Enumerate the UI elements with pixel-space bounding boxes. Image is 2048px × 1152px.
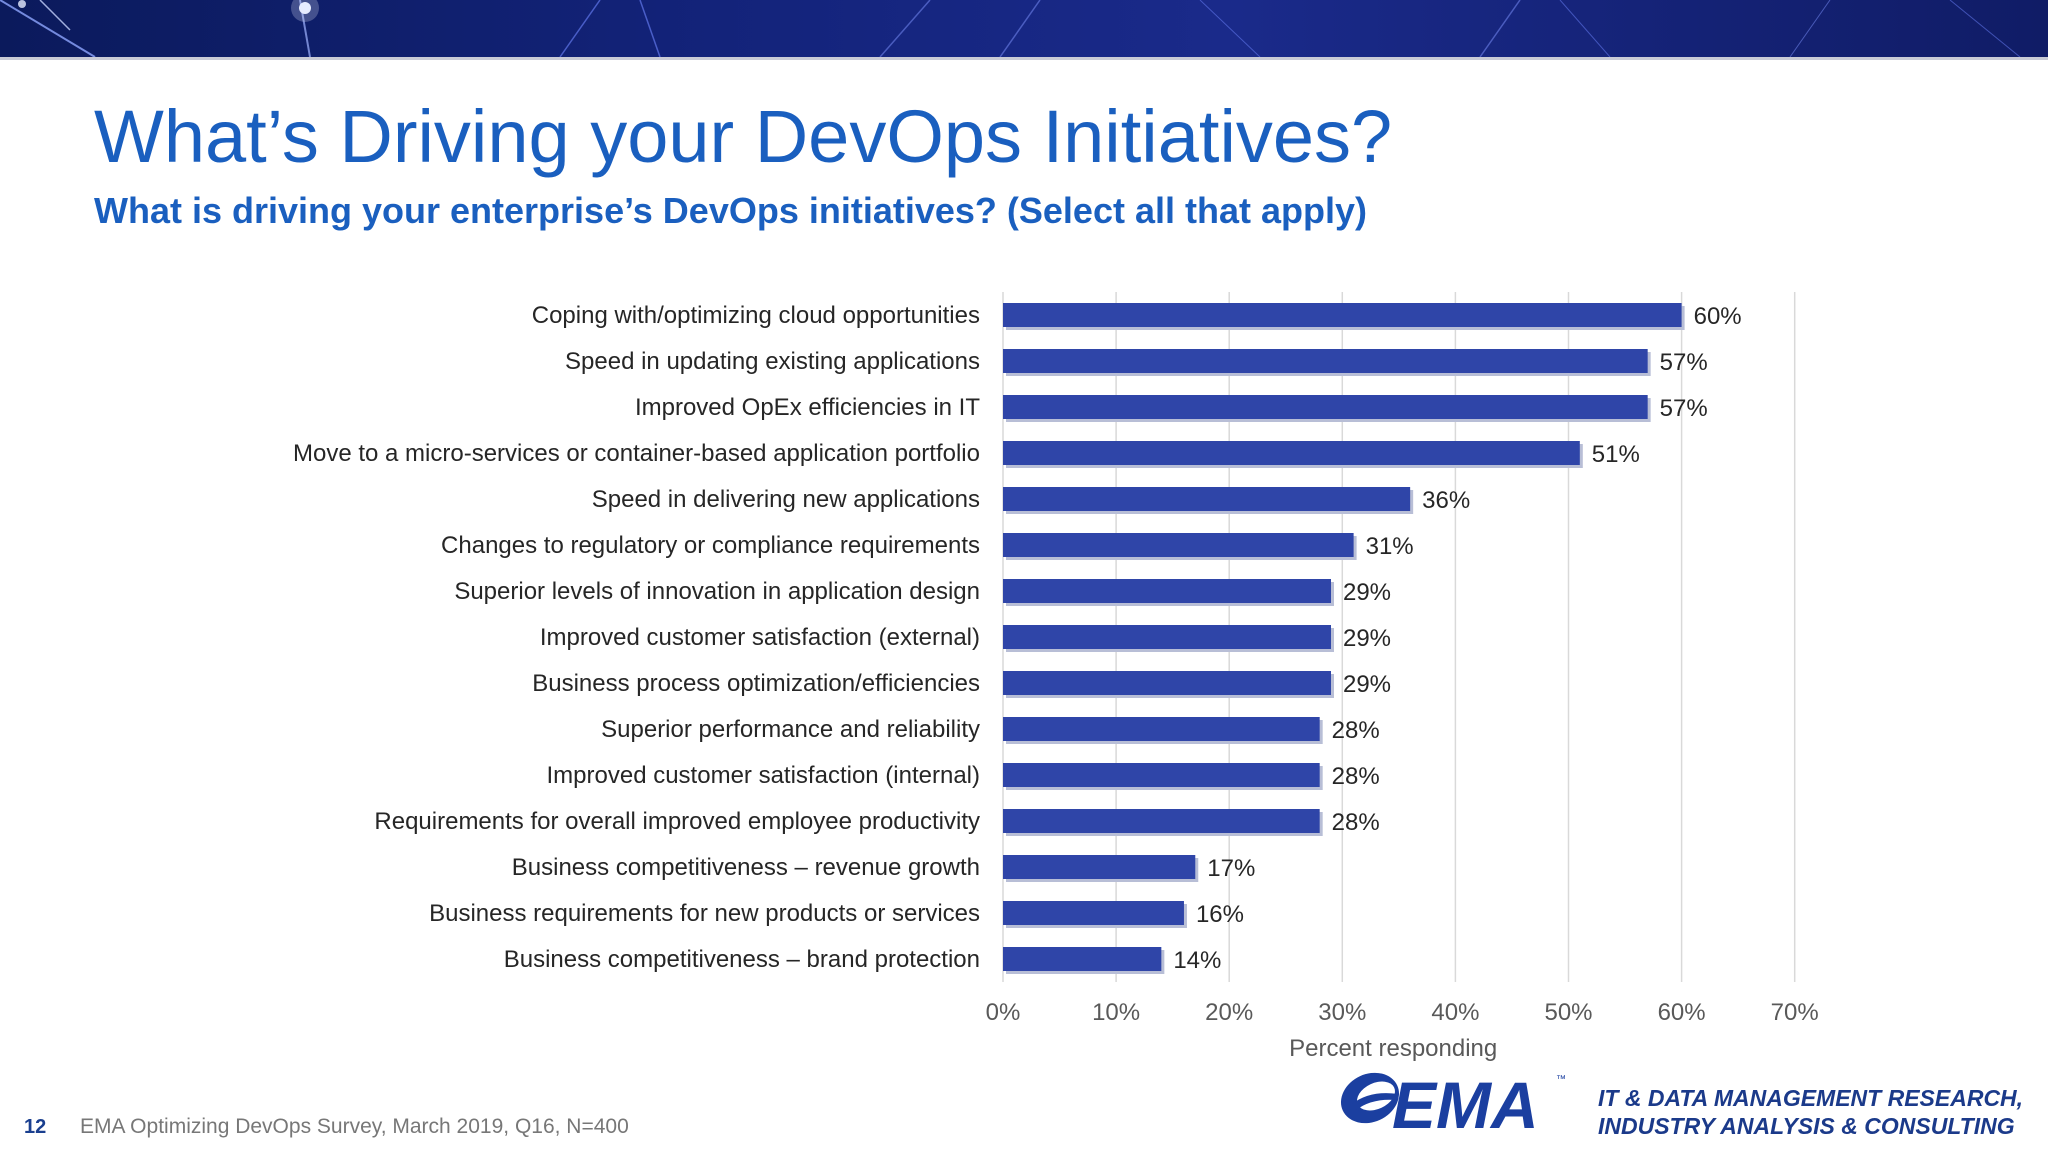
bar — [1003, 625, 1331, 649]
data-label: 28% — [1332, 809, 1380, 836]
x-tick-label: 30% — [1318, 999, 1366, 1026]
bar — [1003, 855, 1196, 879]
bar-chart: Coping with/optimizing cloud opportuniti… — [293, 292, 1819, 1062]
category-label: Coping with/optimizing cloud opportuniti… — [532, 302, 980, 329]
slide-subtitle: What is driving your enterprise’s DevOps… — [94, 190, 1367, 231]
x-tick-label: 20% — [1205, 999, 1253, 1026]
category-label: Improved customer satisfaction (internal… — [547, 762, 981, 789]
bar — [1003, 395, 1648, 419]
x-tick-label: 70% — [1771, 999, 1819, 1026]
x-tick-label: 50% — [1544, 999, 1592, 1026]
data-label: 29% — [1343, 671, 1391, 698]
bar — [1003, 717, 1320, 741]
category-label: Improved customer satisfaction (external… — [540, 624, 980, 651]
bar — [1003, 947, 1162, 971]
bar — [1003, 349, 1648, 373]
data-label: 60% — [1694, 303, 1742, 330]
page-number: 12 — [24, 1116, 47, 1138]
data-label: 16% — [1196, 901, 1244, 928]
x-tick-label: 10% — [1092, 999, 1140, 1026]
x-axis-ticks: 0% 10% 20% 30% 40% 50% 60% 70% — [986, 999, 1819, 1026]
logo-wordmark: EMA — [1392, 1068, 1539, 1140]
data-label: 29% — [1343, 625, 1391, 652]
category-label: Changes to regulatory or compliance requ… — [441, 532, 980, 559]
bars — [1003, 303, 1685, 974]
bar — [1003, 533, 1354, 557]
data-label: 57% — [1660, 395, 1708, 422]
category-label: Business process optimization/efficienci… — [532, 670, 980, 697]
bar — [1003, 303, 1682, 327]
tagline-line-2: INDUSTRY ANALYSIS & CONSULTING — [1598, 1113, 2015, 1139]
tagline-line-1: IT & DATA MANAGEMENT RESEARCH, — [1598, 1085, 2024, 1111]
category-label: Business competitiveness – revenue growt… — [512, 854, 980, 881]
category-label: Superior levels of innovation in applica… — [454, 578, 980, 605]
data-label: 28% — [1332, 763, 1380, 790]
bar — [1003, 579, 1331, 603]
slide-title: What’s Driving your DevOps Initiatives? — [94, 95, 1393, 178]
category-labels: Coping with/optimizing cloud opportuniti… — [293, 302, 980, 973]
data-label: 29% — [1343, 579, 1391, 606]
data-label: 28% — [1332, 717, 1380, 744]
category-label: Business competitiveness – brand protect… — [504, 946, 980, 973]
data-label: 57% — [1660, 349, 1708, 376]
data-labels: 60% 57% 57% 51% 36% 31% 29% 29% 29% 28% 28% 28% 17% 1… — [1173, 303, 1741, 974]
data-label: 36% — [1422, 487, 1470, 514]
bar — [1003, 901, 1184, 925]
logo-trademark: ™ — [1556, 1074, 1566, 1085]
data-label: 51% — [1592, 441, 1640, 468]
category-label: Speed in delivering new applications — [592, 486, 980, 513]
banner-divider — [0, 57, 2048, 60]
category-label: Speed in updating existing applications — [565, 348, 980, 375]
x-tick-label: 60% — [1658, 999, 1706, 1026]
bar — [1003, 671, 1331, 695]
header-banner — [0, 0, 2048, 57]
data-label: 14% — [1173, 947, 1221, 974]
x-tick-label: 0% — [986, 999, 1021, 1026]
x-axis-title: Percent responding — [1289, 1035, 1497, 1062]
bar — [1003, 763, 1320, 787]
company-tagline: IT & DATA MANAGEMENT RESEARCH, INDUSTRY … — [1598, 1084, 2023, 1140]
ema-logo: EMA ™ — [1340, 1068, 1566, 1140]
source-note: EMA Optimizing DevOps Survey, March 2019… — [80, 1115, 629, 1138]
category-label: Superior performance and reliability — [601, 716, 980, 743]
category-label: Move to a micro-services or container-ba… — [293, 440, 980, 467]
x-tick-label: 40% — [1431, 999, 1479, 1026]
bar — [1003, 809, 1320, 833]
data-label: 17% — [1207, 855, 1255, 882]
category-label: Requirements for overall improved employ… — [374, 808, 980, 835]
bar — [1003, 487, 1411, 511]
bar — [1003, 441, 1580, 465]
category-label: Business requirements for new products o… — [429, 900, 980, 927]
data-label: 31% — [1366, 533, 1414, 560]
network-lines-decoration — [0, 0, 2021, 57]
category-label: Improved OpEx efficiencies in IT — [635, 394, 980, 421]
